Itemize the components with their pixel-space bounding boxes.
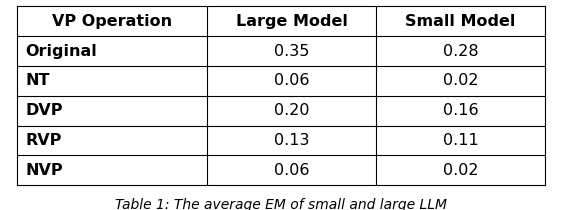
Text: 0.16: 0.16 — [443, 103, 478, 118]
Text: 0.11: 0.11 — [443, 133, 478, 148]
Text: NT: NT — [25, 73, 50, 88]
Text: VP Operation: VP Operation — [52, 14, 172, 29]
Text: Large Model: Large Model — [235, 14, 347, 29]
Text: 0.35: 0.35 — [274, 43, 309, 59]
Text: NVP: NVP — [25, 163, 63, 178]
Text: 0.28: 0.28 — [443, 43, 478, 59]
Text: 0.02: 0.02 — [443, 73, 478, 88]
Text: 0.06: 0.06 — [274, 73, 309, 88]
Text: DVP: DVP — [25, 103, 63, 118]
Text: 0.06: 0.06 — [274, 163, 309, 178]
Text: Small Model: Small Model — [405, 14, 516, 29]
Text: RVP: RVP — [25, 133, 62, 148]
Text: Table 1: The average EM of small and large LLM: Table 1: The average EM of small and lar… — [115, 198, 447, 210]
Text: 0.02: 0.02 — [443, 163, 478, 178]
Text: Original: Original — [25, 43, 97, 59]
Text: 0.20: 0.20 — [274, 103, 309, 118]
Text: 0.13: 0.13 — [274, 133, 309, 148]
